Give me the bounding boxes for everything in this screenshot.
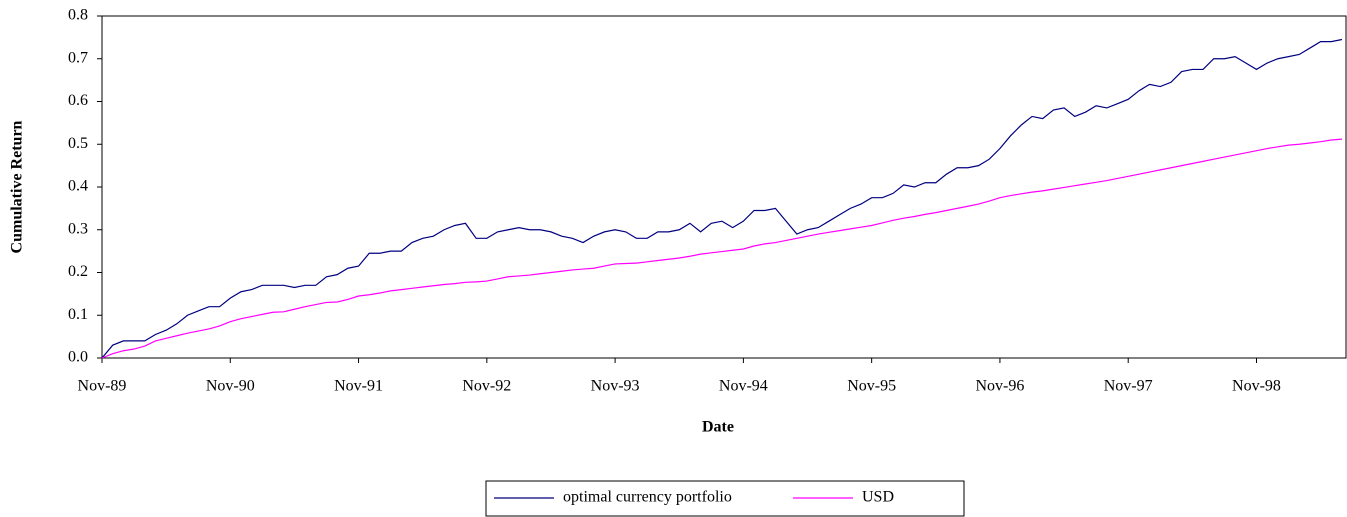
- x-tick-label: Nov-97: [1104, 378, 1153, 395]
- x-tick-label: Nov-96: [975, 378, 1024, 395]
- legend-box: [485, 480, 965, 517]
- y-tick-label: 0.3: [68, 220, 88, 237]
- y-tick-label: 0.2: [68, 263, 88, 280]
- x-tick-label: Nov-94: [719, 378, 768, 395]
- plot-frame: [101, 15, 1347, 359]
- y-axis-title: Cumulative Return: [9, 120, 26, 253]
- series-line: [101, 38, 1343, 359]
- x-tick-label: Nov-93: [591, 378, 640, 395]
- y-tick-label: 0.7: [68, 49, 88, 66]
- series-line: [101, 138, 1343, 359]
- y-tick-label: 0.0: [68, 349, 88, 366]
- y-tick-label: 0.1: [68, 306, 88, 323]
- legend-label: optimal currency portfolio: [563, 489, 732, 506]
- x-tick-label: Nov-92: [462, 378, 511, 395]
- y-tick-label: 0.4: [68, 178, 88, 195]
- y-tick-label: 0.8: [68, 7, 88, 24]
- y-tick-label: 0.5: [68, 135, 88, 152]
- x-tick-label: Nov-90: [206, 378, 255, 395]
- x-axis-title: Date: [702, 419, 734, 436]
- x-tick-label: Nov-91: [334, 378, 383, 395]
- y-tick-label: 0.6: [68, 92, 88, 109]
- legend-label: USD: [862, 489, 894, 506]
- x-tick-label: Nov-98: [1232, 378, 1281, 395]
- x-tick-label: Nov-95: [847, 378, 896, 395]
- x-tick-label: Nov-89: [78, 378, 127, 395]
